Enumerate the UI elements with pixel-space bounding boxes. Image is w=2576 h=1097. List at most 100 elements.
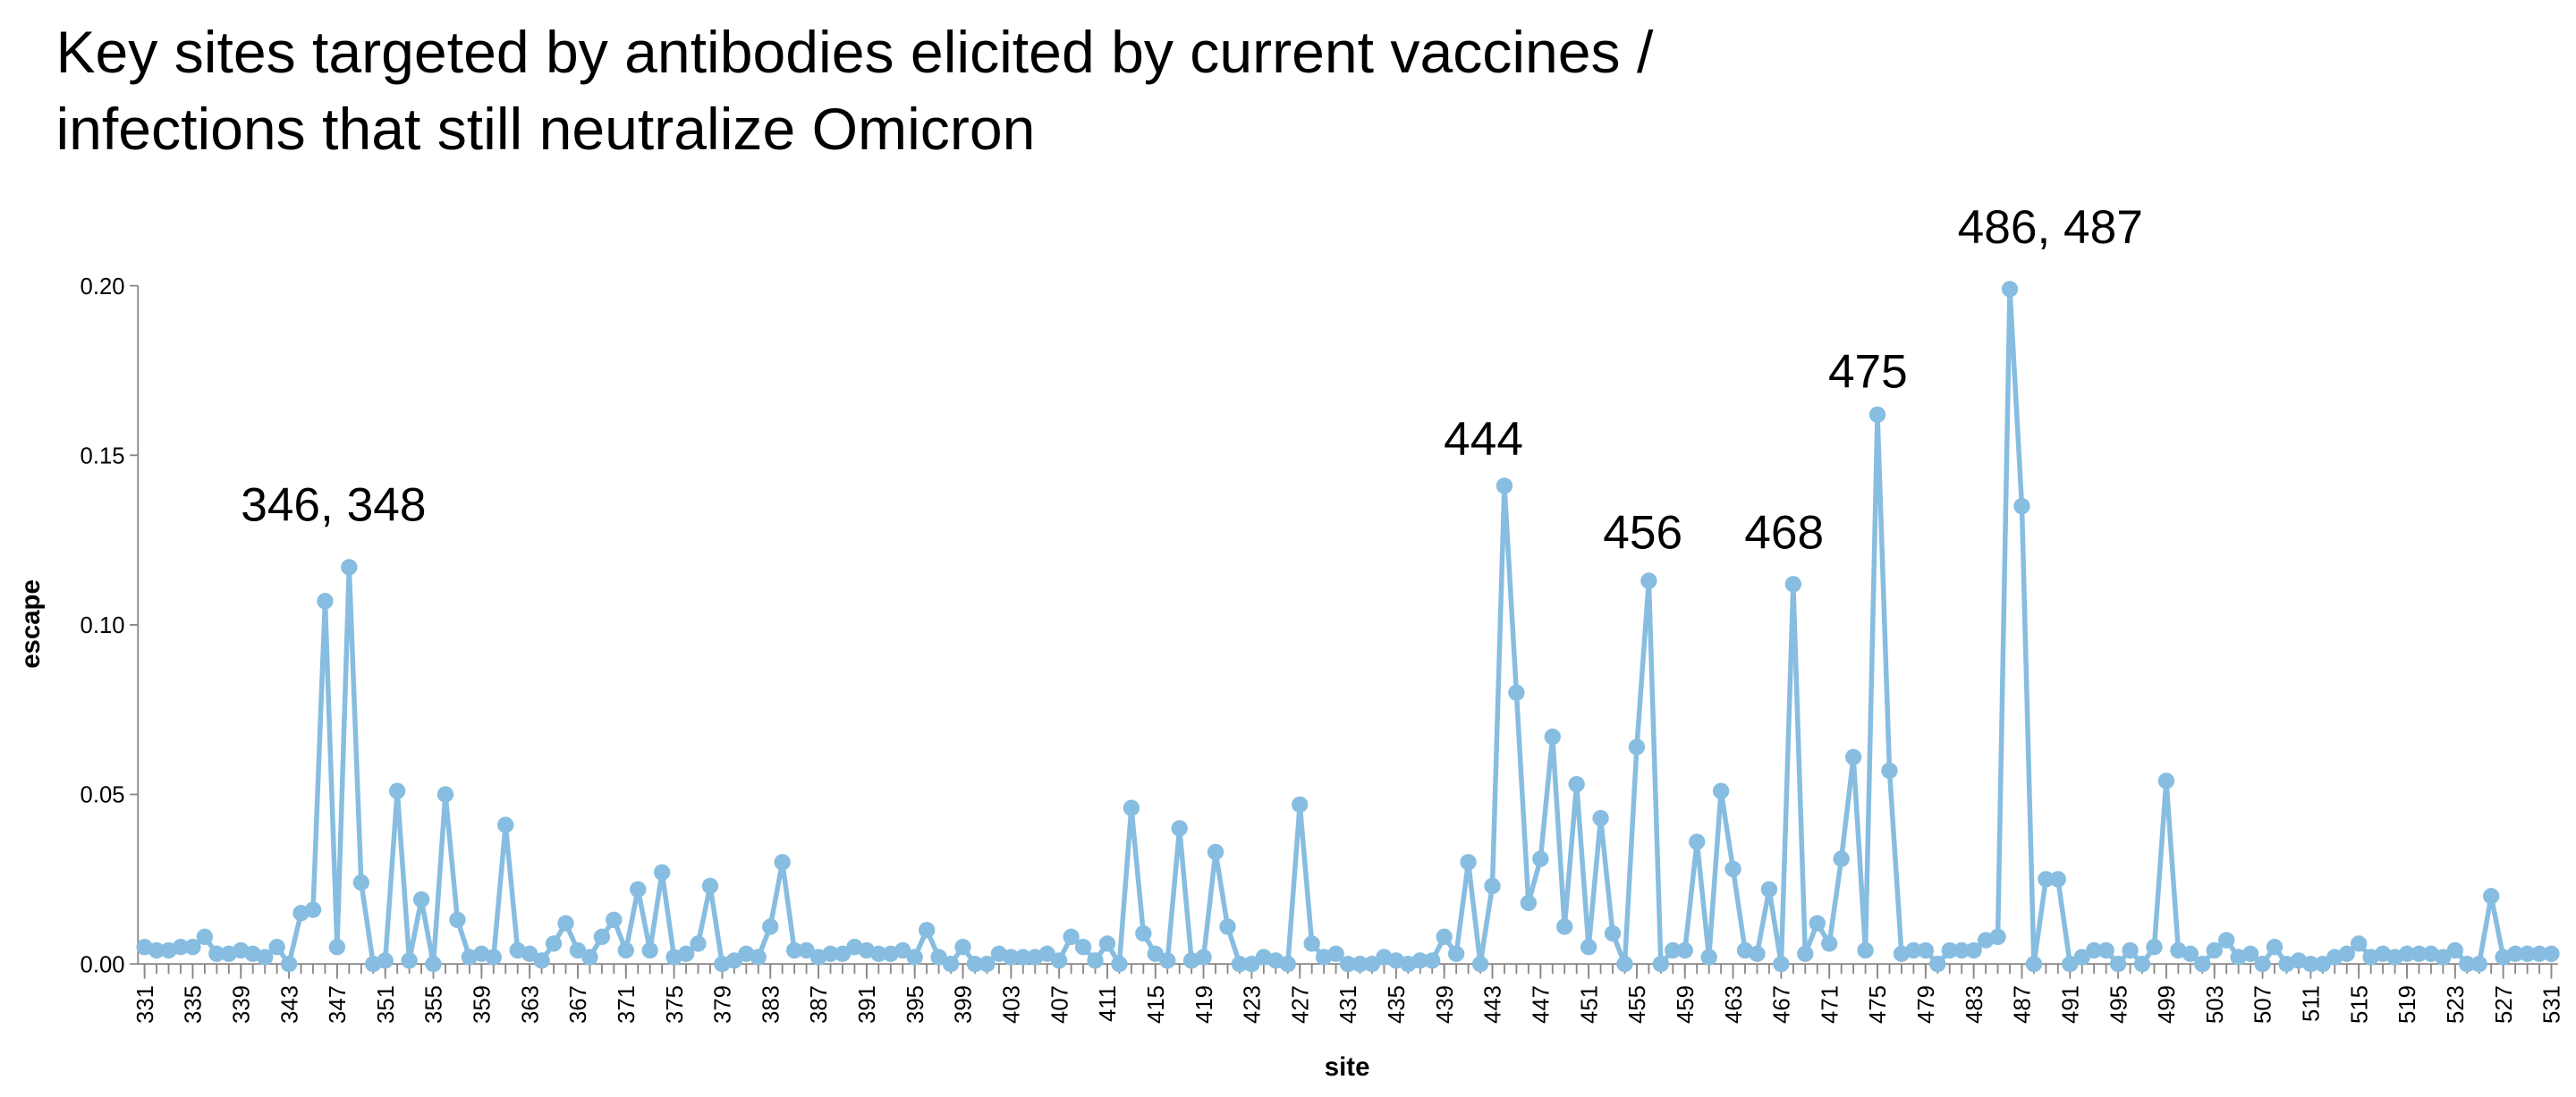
- x-tick-label: 447: [1529, 985, 1554, 1024]
- data-point: [304, 901, 322, 918]
- data-point: [2506, 945, 2524, 962]
- data-point: [1098, 935, 1116, 952]
- data-point: [497, 816, 514, 833]
- data-point: [341, 559, 358, 576]
- data-point: [1689, 833, 1706, 850]
- data-point: [1784, 576, 1802, 593]
- data-point: [653, 864, 671, 881]
- x-tick-label: 343: [277, 985, 302, 1024]
- annotation: 346, 348: [241, 478, 426, 531]
- data-point: [1087, 952, 1104, 969]
- data-point: [1050, 952, 1068, 969]
- data-point: [2411, 945, 2428, 962]
- x-tick-label: 519: [2395, 985, 2420, 1024]
- data-point: [2266, 939, 2284, 956]
- data-point: [1363, 956, 1381, 973]
- data-point: [2470, 956, 2487, 973]
- data-point: [1424, 952, 1441, 969]
- data-point: [1857, 941, 1874, 959]
- data-point: [690, 935, 707, 952]
- data-point: [1821, 935, 1838, 952]
- x-tick-label: 455: [1625, 985, 1650, 1024]
- x-tick-label: 507: [2251, 985, 2276, 1024]
- data-point: [1676, 941, 1693, 959]
- x-tick-label: 351: [374, 985, 399, 1024]
- x-tick-label: 395: [903, 985, 928, 1024]
- x-tick-label: 363: [518, 985, 543, 1024]
- data-point: [1135, 924, 1152, 942]
- data-point: [1074, 939, 1092, 956]
- y-tick-label: 0.20: [80, 274, 125, 300]
- data-point: [2122, 941, 2139, 959]
- data-point: [521, 945, 538, 962]
- data-point: [894, 941, 911, 959]
- data-point: [557, 915, 574, 932]
- x-tick-label: 423: [1241, 985, 1266, 1024]
- data-point: [1580, 939, 1597, 956]
- data-point: [1556, 918, 1573, 935]
- y-tick-label: 0.15: [80, 443, 125, 468]
- data-point: [2109, 956, 2127, 973]
- x-tick-label: 399: [952, 985, 977, 1024]
- data-point: [569, 941, 587, 959]
- data-point: [1797, 945, 1814, 962]
- data-point: [762, 918, 779, 935]
- data-point: [2157, 772, 2175, 789]
- data-point: [196, 928, 214, 946]
- data-point: [1147, 945, 1164, 962]
- data-point: [677, 945, 695, 962]
- data-point: [2218, 932, 2235, 949]
- data-point: [1484, 877, 1501, 895]
- data-point: [2182, 945, 2199, 962]
- data-point: [822, 945, 839, 962]
- data-point: [725, 952, 743, 969]
- data-point: [1905, 941, 1922, 959]
- data-point: [1038, 945, 1055, 962]
- data-point: [1063, 928, 1080, 946]
- x-tick-label: 415: [1144, 985, 1169, 1024]
- data-point: [1460, 854, 1477, 871]
- data-point: [2314, 956, 2332, 973]
- y-tick-label: 0.10: [80, 613, 125, 638]
- x-tick-label: 367: [566, 985, 591, 1024]
- data-point: [1568, 775, 1585, 793]
- data-point: [1712, 782, 1730, 799]
- data-point: [2086, 941, 2103, 959]
- x-tick-label: 347: [326, 985, 351, 1024]
- data-point: [1532, 850, 1549, 867]
- data-point: [2302, 956, 2319, 973]
- data-point: [1014, 949, 1031, 966]
- annotation: 475: [1828, 346, 1908, 399]
- x-tick-label: 375: [663, 985, 688, 1024]
- data-point: [280, 956, 298, 973]
- data-point: [1700, 949, 1717, 966]
- data-point: [1965, 941, 1982, 959]
- x-tick-label: 483: [1962, 985, 1987, 1024]
- data-point: [1652, 956, 1670, 973]
- x-tick-label: 515: [2347, 985, 2372, 1024]
- x-tick-label: 451: [1577, 985, 1602, 1024]
- data-point: [701, 877, 719, 895]
- data-point: [774, 854, 791, 871]
- data-point: [870, 945, 887, 962]
- data-point: [1520, 894, 1538, 912]
- data-point: [449, 911, 466, 929]
- data-point: [1123, 799, 1140, 816]
- data-point: [2459, 956, 2476, 973]
- x-tick-label: 339: [229, 985, 254, 1024]
- data-point: [1917, 941, 1935, 959]
- data-point: [2435, 949, 2452, 966]
- data-point: [425, 956, 442, 973]
- data-point: [2194, 956, 2211, 973]
- y-tick-label: 0.05: [80, 783, 125, 808]
- data-point: [1628, 738, 1646, 755]
- data-point: [617, 941, 634, 959]
- x-tick-label: 527: [2492, 985, 2517, 1024]
- data-point: [606, 911, 623, 929]
- data-point: [1989, 928, 2006, 946]
- data-point: [1339, 956, 1357, 973]
- data-point: [2133, 956, 2151, 973]
- data-point: [172, 939, 190, 956]
- x-tick-label: 511: [2300, 985, 2325, 1022]
- data-point: [2073, 949, 2090, 966]
